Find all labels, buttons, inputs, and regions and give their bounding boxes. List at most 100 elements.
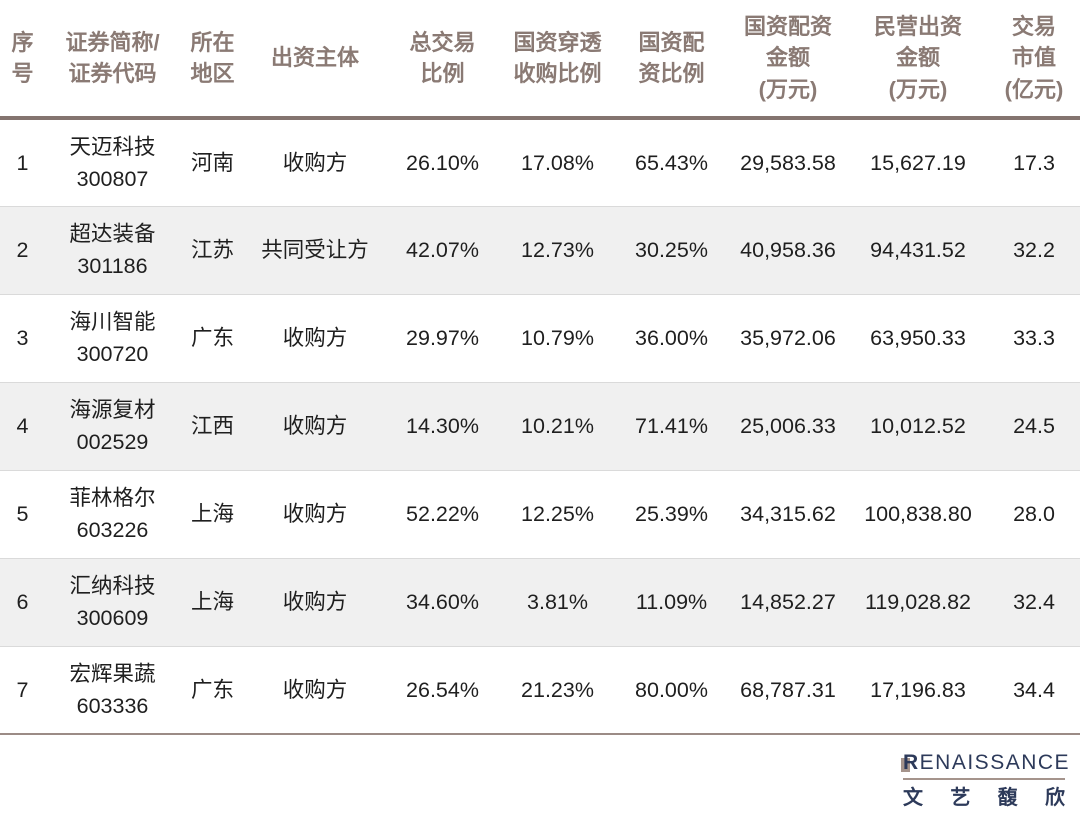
- column-header-allocation_ratio: 国资配 资比例: [615, 0, 728, 118]
- cell-index: 6: [16, 589, 29, 614]
- security-name: 汇纳科技: [69, 573, 156, 598]
- cell-security: 宏辉果蔬 603336: [45, 646, 180, 734]
- cell-entity: 共同受让方: [261, 237, 369, 262]
- cell-penetration-ratio: 17.08%: [521, 150, 594, 175]
- column-header-index: 序号: [0, 0, 45, 118]
- cell-allocation-ratio: 36.00%: [635, 325, 708, 350]
- column-header-line: 比例: [420, 61, 465, 86]
- security-code: 603336: [76, 693, 149, 718]
- cell-allocation-ratio: 65.43%: [635, 150, 708, 175]
- column-header-security: 证券简称/证券代码: [45, 0, 180, 118]
- logo-cn-char: 馥: [997, 787, 1018, 809]
- column-header-line: 证券简称/: [65, 29, 160, 55]
- column-header-entity: 出资主体: [245, 0, 385, 118]
- cell-entity: 收购方: [282, 413, 348, 438]
- column-header-line: (万元): [758, 76, 818, 102]
- cell-state-amount: 35,972.06: [740, 325, 836, 350]
- cell-penetration-ratio: 12.25%: [521, 501, 594, 526]
- security-code: 301186: [77, 254, 148, 278]
- cell-private-amount: 15,627.19: [870, 150, 966, 175]
- table-row: 4 海源复材 002529 江西 收购方 14.30% 10.21% 71.41% 25,006…: [0, 382, 1080, 470]
- header-row: 序号证券简称/证券代码 所在 地区 出资主体 总交易 比例 国资穿透 收购比例 国资配 资比例 国资…: [0, 0, 1080, 118]
- security-code: 300720: [76, 342, 149, 366]
- column-header-line: 证券代码: [68, 61, 157, 86]
- security-name: 海川智能: [69, 309, 156, 334]
- cell-market-cap: 28.0: [1013, 501, 1055, 526]
- table-row: 2 超达装备 301186 江苏 共同受让方 42.07% 12.73% 30.25% 40,9…: [0, 206, 1080, 294]
- cell-region: 江西: [190, 413, 234, 438]
- column-header-line: 地区: [190, 61, 235, 86]
- cell-region: 上海: [190, 589, 234, 614]
- cell-total-ratio: 34.60%: [406, 589, 479, 614]
- cell-state-amount: 68,787.31: [740, 677, 836, 702]
- cell-allocation-ratio: 30.25%: [635, 237, 708, 262]
- table-row: 7 宏辉果蔬 603336 广东 收购方 26.54% 21.23% 80.00% 68,787…: [0, 646, 1080, 734]
- table-row: 1 天迈科技 300807 河南 收购方 26.10% 17.08% 65.43% 29,583…: [0, 118, 1080, 206]
- cell-state-amount: 14,852.27: [740, 589, 836, 614]
- cell-total-ratio: 52.22%: [406, 501, 479, 526]
- column-header-line: 交易: [1011, 14, 1056, 40]
- security-name: 海源复材: [69, 397, 156, 422]
- cell-private-amount: 119,028.82: [864, 589, 971, 614]
- logo-wordmark-text: ENAISSANCE: [919, 751, 1071, 774]
- logo-cn-char: 艺: [950, 787, 971, 809]
- cell-private-amount: 10,012.52: [870, 413, 966, 438]
- cell-region: 广东: [190, 325, 234, 350]
- cell-entity: 收购方: [282, 150, 348, 175]
- cell-penetration-ratio: 10.21%: [521, 413, 594, 438]
- security-name: 天迈科技: [69, 134, 156, 159]
- logo-r-mark-icon: R: [901, 751, 920, 774]
- cell-region: 河南: [190, 150, 234, 175]
- logo-cn-char: 文: [903, 787, 923, 809]
- logo-cn-char: 欣: [1044, 787, 1065, 809]
- column-header-line: 民营出资: [873, 14, 962, 40]
- column-header-state_amount: 国资配资金额 (万元): [728, 0, 848, 118]
- security-name: 超达装备: [69, 221, 156, 246]
- column-header-line: 市值: [1011, 45, 1056, 71]
- cell-market-cap: 24.5: [1013, 413, 1055, 438]
- cell-total-ratio: 42.07%: [406, 237, 479, 262]
- cell-security: 海川智能 300720: [45, 294, 180, 382]
- cell-penetration-ratio: 21.23%: [521, 677, 594, 702]
- cell-private-amount: 100,838.80: [864, 501, 972, 526]
- column-header-line: 出资主体: [270, 45, 359, 71]
- column-header-total_ratio: 总交易 比例: [385, 0, 500, 118]
- column-header-line: 序: [11, 29, 34, 55]
- cell-security: 天迈科技 300807: [45, 118, 180, 206]
- cell-state-amount: 34,315.62: [740, 501, 836, 526]
- cell-market-cap: 32.4: [1013, 589, 1055, 614]
- cell-security: 汇纳科技 300609: [45, 558, 180, 646]
- column-header-market_cap: 交易 市值 (亿元): [988, 0, 1080, 118]
- column-header-line: 金额: [765, 45, 810, 71]
- cell-allocation-ratio: 25.39%: [635, 501, 708, 526]
- footer: RENAISSANCE 文 艺 馥 欣: [901, 751, 1069, 809]
- cell-entity: 收购方: [282, 677, 348, 702]
- cell-total-ratio: 26.54%: [406, 677, 479, 702]
- cell-security: 菲林格尔 603226: [45, 470, 180, 558]
- cell-region: 上海: [190, 501, 234, 526]
- logo-chinese-name: 文 艺 馥 欣: [903, 787, 1065, 809]
- cell-private-amount: 17,196.83: [870, 677, 966, 702]
- column-header-line: 国资配资: [743, 14, 832, 40]
- table-row: 5 菲林格尔 603226 上海 收购方 52.22% 12.25% 25.39% 34,315…: [0, 470, 1080, 558]
- cell-state-amount: 29,583.58: [740, 150, 836, 175]
- cell-total-ratio: 26.10%: [406, 150, 479, 175]
- security-code: 300807: [76, 166, 149, 191]
- cell-private-amount: 94,431.52: [870, 237, 966, 262]
- cell-state-amount: 40,958.36: [740, 237, 836, 262]
- renaissance-wordmark: RENAISSANCE: [901, 751, 1069, 775]
- cell-penetration-ratio: 3.81%: [527, 589, 588, 614]
- column-header-line: 所在: [190, 29, 235, 55]
- cell-market-cap: 17.3: [1013, 150, 1055, 175]
- security-code: 002529: [76, 430, 149, 454]
- column-header-line: 号: [11, 61, 34, 86]
- security-name: 宏辉果蔬: [69, 661, 156, 686]
- cell-entity: 收购方: [282, 501, 348, 526]
- cell-market-cap: 34.4: [1013, 677, 1055, 702]
- cell-region: 江苏: [190, 237, 234, 262]
- table-header: 序号证券简称/证券代码 所在 地区 出资主体 总交易 比例 国资穿透 收购比例 国资配 资比例 国资…: [0, 0, 1080, 118]
- column-header-penetration_ratio: 国资穿透 收购比例: [500, 0, 615, 118]
- cell-index: 1: [16, 150, 29, 175]
- column-header-line: 资比例: [638, 61, 705, 86]
- column-header-line: 总交易: [409, 29, 476, 55]
